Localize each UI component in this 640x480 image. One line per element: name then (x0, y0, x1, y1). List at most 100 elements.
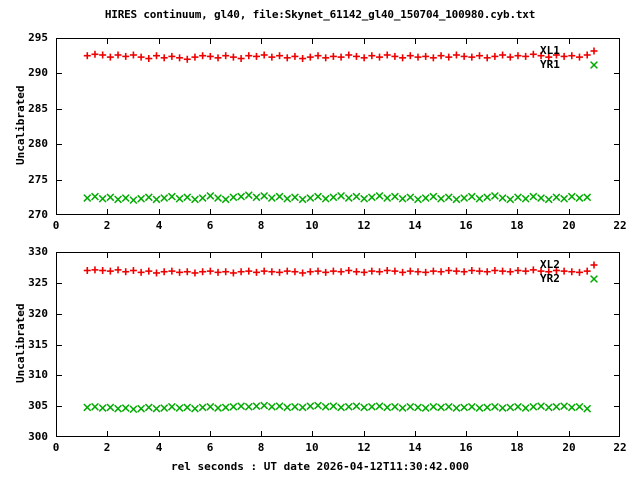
data-point-YR2 (198, 403, 207, 412)
x-tick-mark (210, 209, 211, 215)
x-tick-label: 14 (408, 441, 422, 454)
y-tick-mark (614, 180, 620, 181)
data-point-YR1 (291, 193, 299, 202)
x-tick-label: 10 (305, 219, 319, 232)
y-tick-mark (614, 375, 620, 376)
data-point-XL2 (529, 266, 537, 274)
data-point-YR2 (321, 402, 330, 411)
data-point-XL2 (483, 268, 491, 276)
data-point-XL1 (291, 52, 299, 60)
data-point-XL1 (214, 54, 222, 62)
x-tick-label: 22 (613, 441, 627, 454)
data-point-XL1 (122, 52, 130, 60)
data-point-YR1 (452, 195, 461, 204)
data-point-XL2 (468, 267, 476, 274)
x-tick-mark (107, 252, 108, 258)
y-tick-label: 305 (28, 399, 48, 412)
data-point-XL1 (283, 54, 291, 62)
y-tick-mark (614, 314, 620, 315)
data-point-YR2 (383, 403, 392, 412)
data-point-XL1 (114, 51, 122, 59)
data-point-XL2 (514, 267, 522, 274)
x-tick-mark (569, 38, 570, 44)
data-point-XL1 (160, 54, 168, 62)
x-tick-mark (210, 431, 211, 437)
data-point-XL1 (452, 51, 460, 59)
data-point-XL2 (122, 268, 130, 276)
data-point-XL2 (383, 267, 391, 274)
data-point-YR2 (306, 402, 315, 411)
legend-marker-glyph (590, 61, 598, 69)
data-point-YR2 (475, 404, 484, 412)
y-tick-mark (56, 314, 62, 315)
data-point-XL1 (376, 53, 384, 61)
data-point-XL2 (191, 269, 199, 277)
data-point-XL1 (276, 52, 284, 60)
data-point-XL1 (252, 52, 260, 60)
x-tick-mark (569, 209, 570, 215)
data-point-YR1 (567, 192, 576, 201)
data-point-YR2 (390, 402, 399, 411)
data-point-YR2 (498, 404, 507, 412)
data-point-YR2 (437, 403, 445, 412)
x-tick-label: 0 (52, 219, 60, 232)
data-point-YR2 (375, 402, 384, 411)
data-point-XL2 (568, 268, 576, 276)
x-tick-mark (312, 431, 313, 437)
y-tick-label: 320 (28, 307, 48, 320)
x-tick-mark (312, 38, 313, 44)
data-point-YR1 (114, 195, 122, 204)
y-tick-label: 325 (28, 276, 48, 289)
data-point-XL2 (91, 266, 99, 274)
data-point-YR2 (252, 402, 261, 411)
data-point-XL2 (145, 267, 153, 275)
data-point-XL2 (229, 269, 237, 277)
data-point-YR2 (175, 404, 184, 412)
data-point-XL2 (376, 268, 384, 276)
data-point-YR1 (252, 193, 261, 202)
data-point-YR1 (214, 194, 222, 202)
data-point-YR2 (183, 403, 192, 412)
data-point-XL1 (222, 52, 230, 60)
x-tick-label: 14 (408, 219, 422, 232)
data-point-XL2 (391, 267, 399, 275)
x-tick-label: 16 (459, 441, 473, 454)
data-point-YR2 (298, 403, 307, 412)
x-tick-mark (159, 209, 160, 215)
data-point-XL2 (206, 267, 214, 275)
data-point-YR2 (137, 404, 146, 413)
data-point-YR2 (114, 404, 122, 413)
data-point-YR2 (575, 402, 584, 411)
data-point-YR1 (83, 194, 92, 202)
data-point-XL1 (583, 51, 591, 59)
data-point-YR1 (552, 193, 561, 202)
data-point-XL2 (176, 268, 184, 276)
data-point-XL1 (237, 55, 245, 63)
data-point-XL2 (183, 268, 191, 276)
data-point-XL1 (514, 52, 522, 60)
data-point-YR1 (337, 191, 346, 200)
data-point-XL1 (106, 53, 114, 61)
data-point-YR2 (544, 403, 553, 412)
data-point-XL2 (345, 267, 353, 274)
data-point-XL1 (299, 55, 307, 63)
data-point-XL1 (545, 53, 553, 61)
data-point-XL1 (337, 53, 345, 61)
data-point-XL1 (229, 53, 237, 61)
data-point-YR1 (483, 193, 492, 202)
y-tick-mark (56, 109, 62, 110)
data-point-XL1 (437, 52, 445, 60)
y-tick-label: 330 (28, 245, 48, 258)
data-point-YR2 (467, 402, 476, 411)
data-point-XL1 (383, 51, 391, 59)
data-point-YR2 (583, 404, 592, 413)
x-tick-mark (364, 209, 365, 215)
x-tick-label: 8 (257, 441, 265, 454)
data-point-YR2 (421, 404, 430, 412)
x-tick-mark (569, 252, 570, 258)
data-point-YR2 (191, 404, 199, 413)
x-tick-mark (415, 431, 416, 437)
data-point-XL1 (168, 52, 176, 60)
data-point-YR2 (460, 403, 469, 412)
